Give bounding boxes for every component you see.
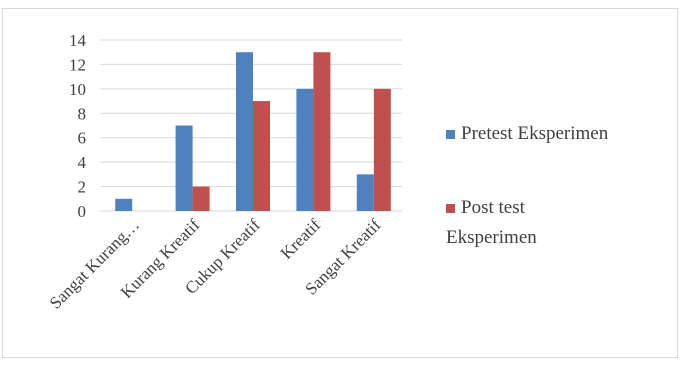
y-tick-label: 6 bbox=[78, 129, 87, 148]
y-tick-label: 2 bbox=[78, 178, 87, 197]
legend-swatch bbox=[446, 204, 455, 213]
y-tick-label: 0 bbox=[78, 202, 87, 221]
bar-posttest bbox=[373, 88, 391, 211]
legend-label: Post test bbox=[461, 197, 526, 218]
bar-pretest bbox=[175, 125, 193, 211]
chart-border bbox=[2, 8, 678, 358]
legend-label: Pretest Eksperimen bbox=[461, 123, 609, 144]
y-tick-label: 14 bbox=[69, 31, 87, 50]
legend-swatch bbox=[446, 130, 455, 139]
y-tick-label: 8 bbox=[78, 104, 87, 123]
bar-pretest bbox=[356, 174, 374, 211]
bars bbox=[115, 52, 391, 211]
y-tick-label: 12 bbox=[69, 55, 86, 74]
legend-label: Eksperimen bbox=[446, 227, 537, 248]
y-tick-label: 10 bbox=[69, 80, 86, 99]
bar-pretest bbox=[115, 198, 133, 211]
bar-pretest bbox=[236, 52, 253, 211]
y-axis-ticks: 0 2 4 6 8 10 12 14 bbox=[69, 31, 87, 221]
bar-posttest bbox=[192, 186, 210, 211]
legend: Pretest Eksperimen Post test Eksperimen bbox=[446, 123, 609, 248]
y-tick-label: 4 bbox=[78, 153, 87, 172]
bar-pretest bbox=[296, 88, 314, 211]
bar-posttest bbox=[253, 101, 270, 211]
bar-posttest bbox=[313, 52, 331, 211]
